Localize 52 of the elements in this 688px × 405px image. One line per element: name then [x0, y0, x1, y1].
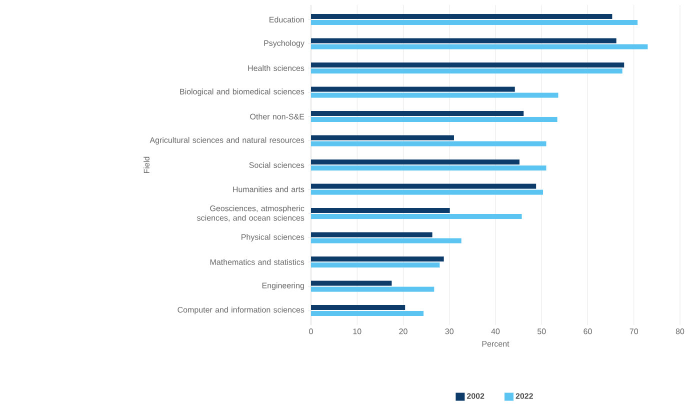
x-tick-label: 70	[630, 328, 638, 334]
bar	[311, 256, 444, 262]
bar	[311, 62, 624, 68]
bar	[311, 208, 450, 213]
x-tick-label: 20	[399, 328, 408, 334]
y-tick-label: Health sciences	[248, 65, 304, 71]
y-tick-label: Physical sciences	[242, 234, 304, 242]
x-tick-label: 50	[537, 328, 546, 334]
y-tick-label: Other non-S&E	[250, 114, 304, 120]
bar	[311, 238, 462, 244]
bar	[311, 14, 612, 20]
bar	[311, 214, 522, 219]
x-tick-label: 0	[309, 328, 313, 334]
x-tick-label: 30	[445, 328, 454, 334]
bar	[311, 92, 558, 98]
bar	[311, 166, 546, 171]
bar	[311, 117, 558, 122]
bar	[311, 86, 515, 92]
legend-label: 2022	[516, 393, 533, 399]
x-tick-label: 80	[676, 328, 684, 334]
bar	[311, 68, 622, 74]
y-axis-title: Field	[144, 156, 150, 174]
x-tick-label: 60	[584, 328, 592, 334]
x-tick-label: 40	[491, 328, 500, 334]
y-tick-label: Geosciences, atmospheric sciences, and ocean sciences	[197, 205, 304, 222]
legend-label: 2002	[466, 393, 484, 399]
y-tick-label: Agricultural sciences and natural resources	[150, 137, 304, 144]
bar	[311, 286, 434, 292]
bar	[311, 262, 440, 268]
bar	[311, 111, 524, 116]
x-tick-label: 10	[353, 328, 362, 334]
bar	[311, 160, 520, 165]
bar	[311, 232, 432, 238]
bar	[311, 38, 616, 44]
bar	[311, 44, 648, 50]
y-tick-label: Humanities and arts	[233, 186, 304, 192]
bar	[311, 184, 536, 189]
bar	[311, 280, 392, 286]
y-tick-label: Engineering	[262, 282, 304, 290]
bar	[311, 20, 638, 26]
y-tick-label: Social sciences	[249, 162, 304, 168]
bar	[311, 304, 406, 310]
bar	[311, 310, 424, 316]
y-tick-label: Education	[270, 16, 304, 22]
y-tick-label: Mathematics and statistics	[210, 259, 304, 265]
y-tick-label: Computer and information sciences	[178, 306, 304, 314]
bar	[311, 141, 546, 146]
x-axis-title: Percent	[482, 341, 510, 347]
y-tick-label: Biological and biomedical sciences	[180, 88, 304, 96]
bar	[311, 190, 544, 195]
y-tick-label: Psychology	[264, 40, 304, 48]
bar	[311, 135, 454, 140]
